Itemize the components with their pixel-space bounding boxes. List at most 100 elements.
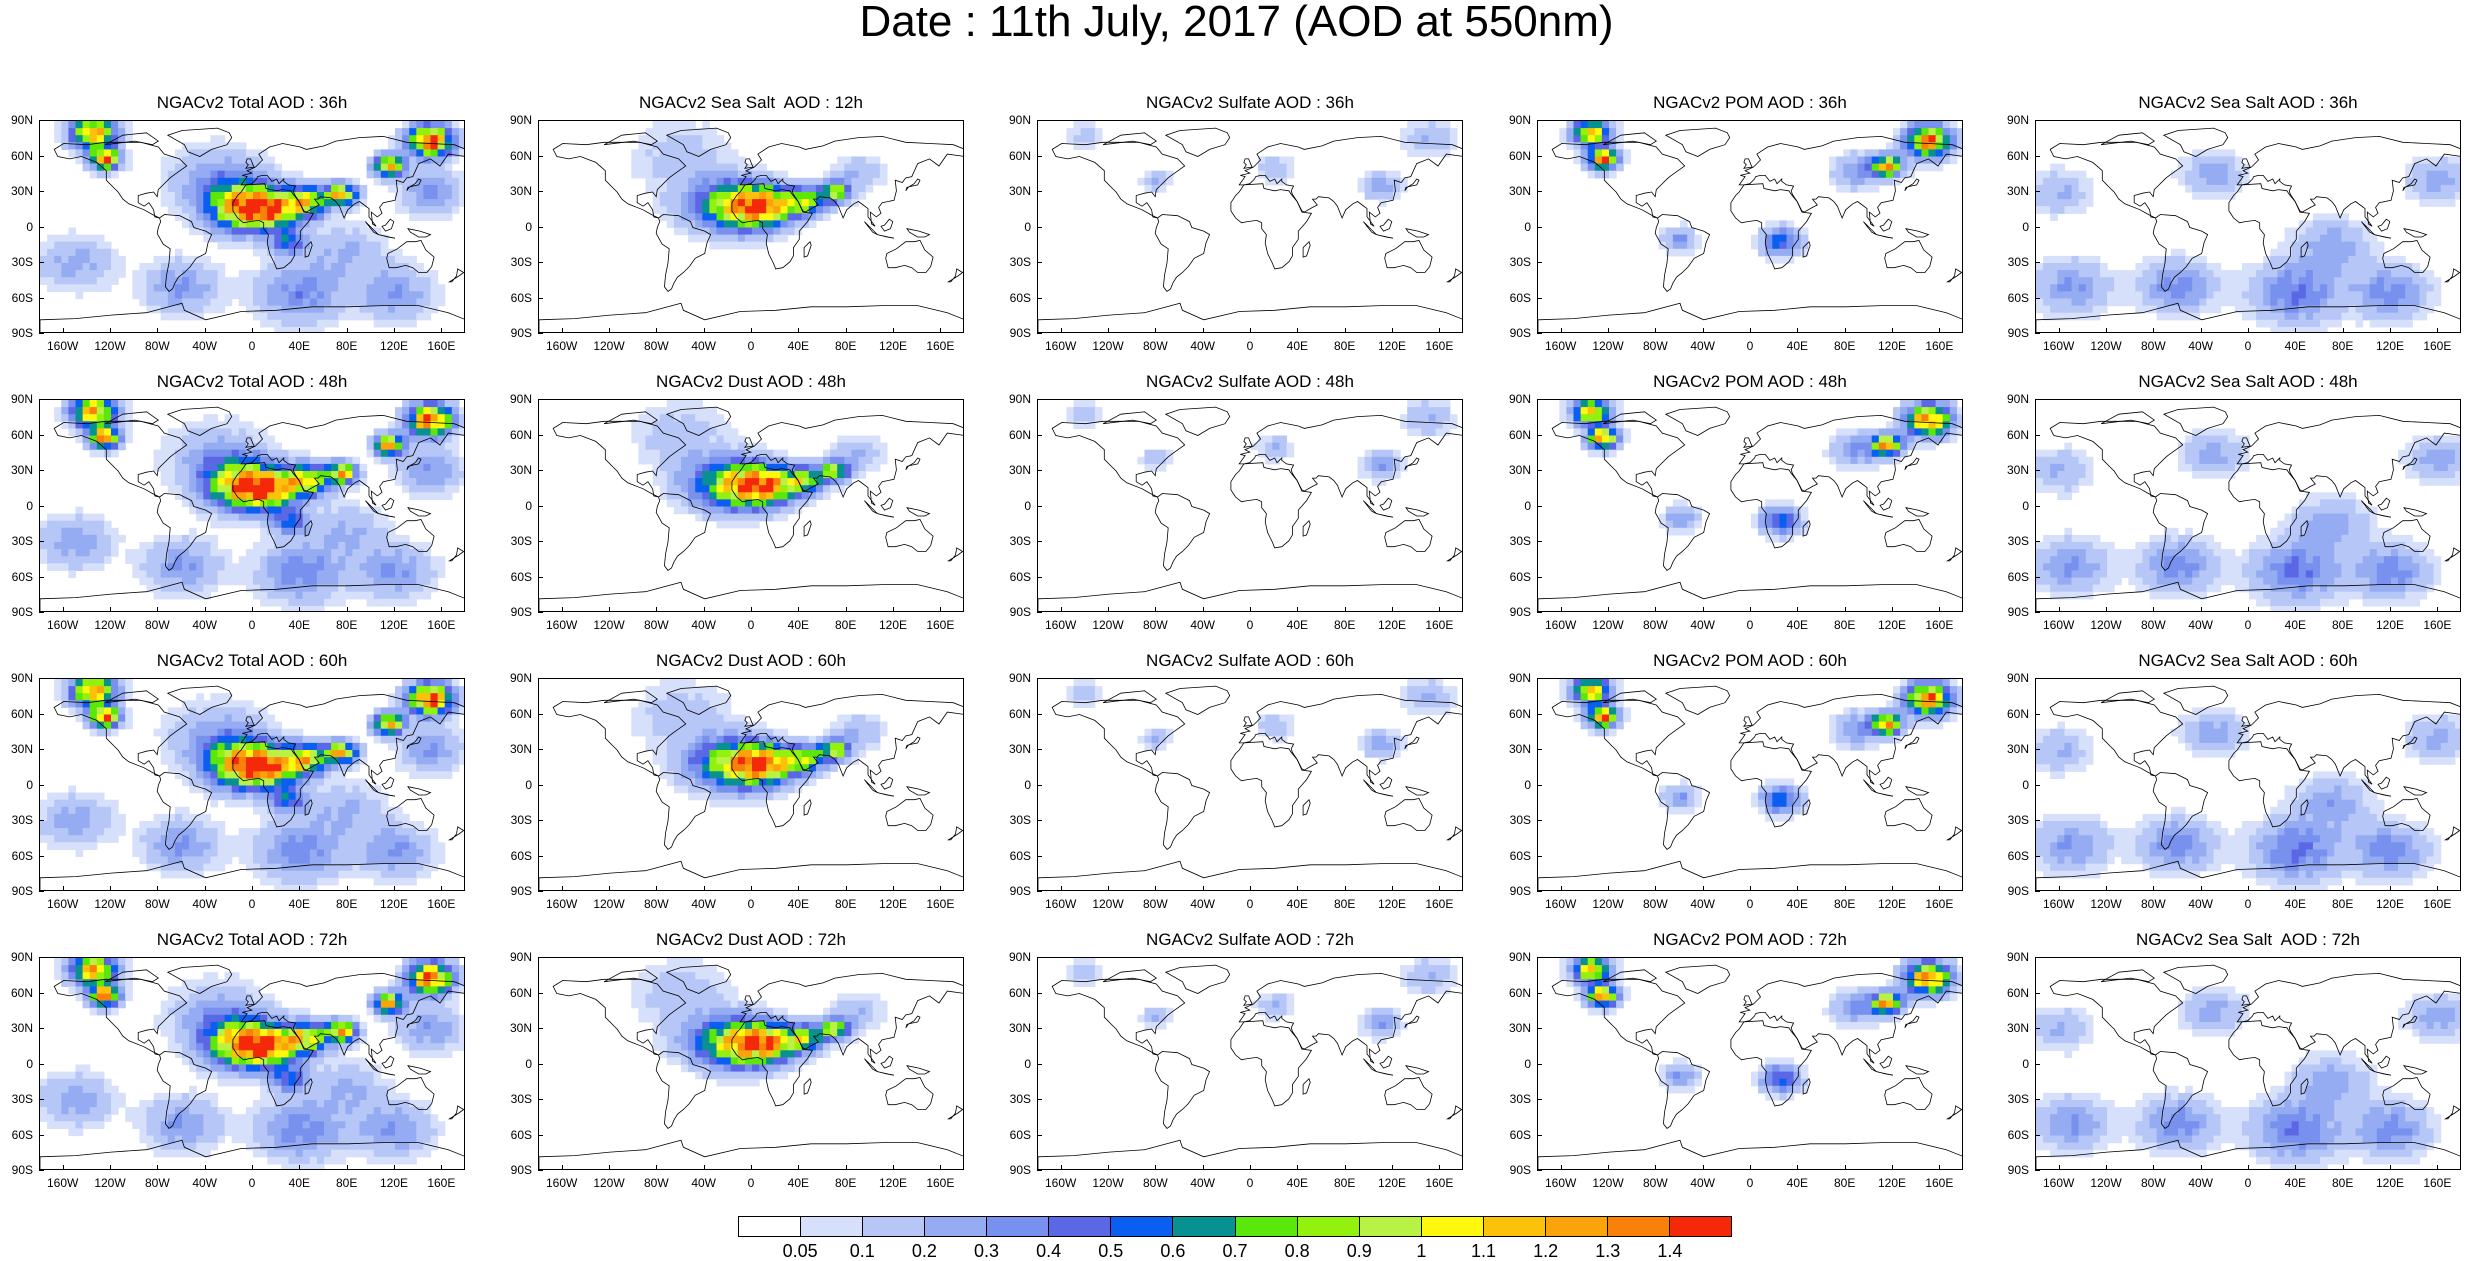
longitude-tick [1797,886,1798,891]
map-frame [2035,399,2461,612]
longitude-label: 80E [1323,340,1367,352]
latitude-tick [1537,993,1542,994]
longitude-label: 40E [277,1177,321,1189]
longitude-tick [110,328,111,333]
longitude-label: 0 [729,340,773,352]
latitude-label: 60S [502,1129,532,1141]
colorbar-label: 1.4 [1645,1242,1695,1260]
longitude-tick [1561,607,1562,612]
colorbar-swatch [739,1217,801,1236]
latitude-tick [1037,298,1042,299]
latitude-label: 30S [3,1093,33,1105]
latitude-label: 60N [502,429,532,441]
longitude-label: 120W [88,898,132,910]
latitude-tick [538,785,543,786]
colorbar-swatch [987,1217,1049,1236]
latitude-tick [538,749,543,750]
longitude-label: 160W [1039,898,1083,910]
latitude-label: 0 [1999,221,2029,233]
latitude-label: 90N [3,114,33,126]
longitude-tick [704,607,705,612]
latitude-label: 60S [1001,1129,1031,1141]
panel-title: NGACv2 Sulfate AOD : 72h [1015,930,1485,950]
latitude-label: 60S [1001,571,1031,583]
latitude-tick [1537,820,1542,821]
longitude-label: 160W [1539,1177,1583,1189]
longitude-tick [1061,607,1062,612]
latitude-label: 0 [3,221,33,233]
latitude-tick [538,993,543,994]
map-frame [1537,957,1963,1170]
latitude-tick [39,1099,44,1100]
longitude-tick [441,1165,442,1170]
map-frame [1037,678,1463,891]
longitude-tick [2437,1165,2438,1170]
latitude-label: 60S [1501,1129,1531,1141]
latitude-label: 30N [1999,185,2029,197]
longitude-label: 0 [1728,1177,1772,1189]
map-frame [39,678,465,891]
longitude-tick [394,886,395,891]
longitude-label: 120E [1370,340,1414,352]
latitude-label: 60N [1001,708,1031,720]
latitude-label: 60N [1999,708,2029,720]
latitude-label: 90N [502,672,532,684]
map-frame [39,957,465,1170]
longitude-label: 40W [2179,619,2223,631]
longitude-tick [252,886,253,891]
latitude-tick [2035,1064,2040,1065]
longitude-tick [2106,328,2107,333]
longitude-label: 80W [1133,340,1177,352]
latitude-label: 90S [3,606,33,618]
longitude-tick [2201,886,2202,891]
longitude-label: 80E [325,898,369,910]
latitude-tick [2035,298,2040,299]
latitude-tick [39,856,44,857]
panel-title: NGACv2 Total AOD : 60h [17,651,487,671]
longitude-label: 80W [1633,619,1677,631]
latitude-label: 0 [1001,500,1031,512]
longitude-tick [1703,607,1704,612]
latitude-tick [538,435,543,436]
latitude-tick [39,891,44,892]
longitude-tick [562,886,563,891]
longitude-label: 160E [1417,898,1461,910]
longitude-tick [1392,328,1393,333]
longitude-label: 160W [540,898,584,910]
latitude-label: 90S [1501,606,1531,618]
longitude-tick [2343,607,2344,612]
longitude-label: 120E [871,1177,915,1189]
latitude-label: 90N [1001,114,1031,126]
panel-title: NGACv2 Total AOD : 48h [17,372,487,392]
longitude-tick [2153,886,2154,891]
latitude-tick [538,120,543,121]
colorbar-label: 0.05 [775,1242,825,1260]
latitude-tick [1037,714,1042,715]
latitude-label: 90N [3,951,33,963]
aod-field [40,121,465,333]
colorbar-label: 0.3 [962,1242,1012,1260]
longitude-tick [609,886,610,891]
colorbar-swatch [1049,1217,1111,1236]
aod-field [2036,958,2461,1170]
latitude-tick [538,298,543,299]
longitude-label: 160E [2415,340,2459,352]
latitude-label: 60N [1999,987,2029,999]
latitude-label: 30N [3,185,33,197]
longitude-tick [1250,328,1251,333]
longitude-tick [1750,886,1751,891]
coastlines [1038,686,1463,891]
longitude-tick [1608,886,1609,891]
latitude-tick [1037,435,1042,436]
longitude-label: 40E [277,898,321,910]
longitude-label: 120E [372,1177,416,1189]
latitude-label: 90S [502,327,532,339]
latitude-tick [538,612,543,613]
longitude-label: 40W [183,340,227,352]
latitude-tick [1037,120,1042,121]
longitude-tick [2343,328,2344,333]
longitude-tick [2295,1165,2296,1170]
aod-cells [1066,679,1457,765]
latitude-tick [1037,612,1042,613]
longitude-tick [110,607,111,612]
